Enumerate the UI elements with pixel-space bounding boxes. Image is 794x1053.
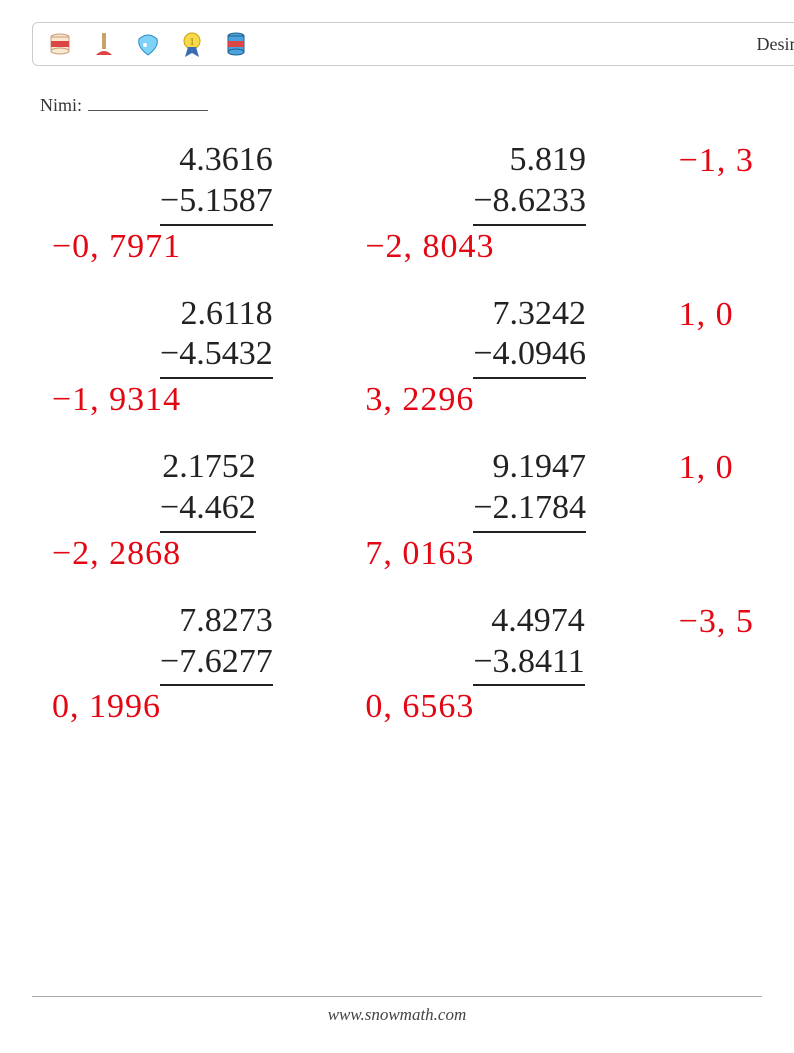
subtraction-stack: 4.36165.1587 bbox=[160, 140, 273, 226]
answer: 1, 0 bbox=[657, 296, 794, 334]
answer: 3, 2296 bbox=[343, 381, 616, 419]
problem: 5.8198.6233−2, 8043 bbox=[343, 140, 616, 266]
problem-row: 2.61184.5432−1, 9314 7.32424.09463, 2296 1… bbox=[30, 294, 794, 420]
can-icon bbox=[43, 27, 77, 61]
answer: 0, 6563 bbox=[343, 688, 616, 726]
subtrahend: 3.8411 bbox=[473, 642, 584, 687]
answer: 7, 0163 bbox=[343, 535, 616, 573]
worksheet-page: 1 Desimaalien vähennys Nimi: Päivämäärä:… bbox=[0, 0, 794, 1053]
name-label: Nimi: bbox=[40, 95, 82, 116]
answer: 0, 1996 bbox=[30, 688, 303, 726]
problem: 4.36165.1587−0, 7971 bbox=[30, 140, 303, 266]
minuend: 5.819 bbox=[473, 140, 586, 181]
problem: 7.32424.09463, 2296 bbox=[343, 294, 616, 420]
problem: 7.82737.62770, 1996 bbox=[30, 601, 303, 727]
answer: −0, 7971 bbox=[30, 228, 303, 266]
topbar: 1 Desimaalien vähennys bbox=[32, 22, 794, 66]
fishbowl-icon bbox=[131, 27, 165, 61]
problem: 1, 0 bbox=[657, 294, 794, 420]
problem: −3, 5 bbox=[657, 601, 794, 727]
problem-row: 2.17524.462−2, 2868 9.19472.17847, 0163 1,… bbox=[30, 447, 794, 573]
subtrahend: 2.1784 bbox=[473, 488, 586, 533]
problem-row: 7.82737.62770, 1996 4.49743.84110, 6563 −3… bbox=[30, 601, 794, 727]
subtraction-stack: 7.82737.6277 bbox=[160, 601, 273, 687]
subtrahend: 4.0946 bbox=[473, 334, 586, 379]
subtraction-stack: 9.19472.1784 bbox=[473, 447, 586, 533]
problem: 2.17524.462−2, 2868 bbox=[30, 447, 303, 573]
subtraction-stack: 5.8198.6233 bbox=[473, 140, 586, 226]
problem: 2.61184.5432−1, 9314 bbox=[30, 294, 303, 420]
subtrahend: 4.5432 bbox=[160, 334, 273, 379]
minuend: 9.1947 bbox=[473, 447, 586, 488]
answer: 1, 0 bbox=[657, 449, 794, 487]
subtrahend: 5.1587 bbox=[160, 181, 273, 226]
minuend: 2.1752 bbox=[160, 447, 256, 488]
tin-icon bbox=[219, 27, 253, 61]
minuend: 4.3616 bbox=[160, 140, 273, 181]
minuend: 2.6118 bbox=[160, 294, 273, 335]
worksheet-title: Desimaalien vähennys bbox=[757, 34, 794, 55]
subtraction-stack: 2.61184.5432 bbox=[160, 294, 273, 380]
footer-url: www.snowmath.com bbox=[328, 1005, 467, 1024]
minuend: 4.4974 bbox=[473, 601, 584, 642]
minuend: 7.3242 bbox=[473, 294, 586, 335]
subtraction-stack: 7.32424.0946 bbox=[473, 294, 586, 380]
name-blank-line bbox=[88, 95, 208, 111]
topbar-icons: 1 bbox=[43, 27, 253, 61]
problems-grid: 4.36165.1587−0, 79715.8198.6233−2, 8043−… bbox=[30, 140, 794, 754]
answer: −2, 8043 bbox=[343, 228, 616, 266]
problem: 9.19472.17847, 0163 bbox=[343, 447, 616, 573]
subtrahend: 4.462 bbox=[160, 488, 256, 533]
answer: −1, 9314 bbox=[30, 381, 303, 419]
footer-rule bbox=[32, 996, 762, 997]
answer: −1, 3 bbox=[657, 142, 794, 180]
plunger-icon bbox=[87, 27, 121, 61]
problem: 4.49743.84110, 6563 bbox=[343, 601, 616, 727]
name-field: Nimi: bbox=[40, 95, 208, 116]
footer: www.snowmath.com bbox=[32, 996, 762, 1025]
problem: −1, 3 bbox=[657, 140, 794, 266]
minuend: 7.8273 bbox=[160, 601, 273, 642]
ribbon-icon: 1 bbox=[175, 27, 209, 61]
answer: −2, 2868 bbox=[30, 535, 303, 573]
svg-text:1: 1 bbox=[190, 37, 195, 48]
answer: −3, 5 bbox=[657, 603, 794, 641]
problem: 1, 0 bbox=[657, 447, 794, 573]
subtrahend: 8.6233 bbox=[473, 181, 586, 226]
name-date-row: Nimi: Päivämäärä: bbox=[40, 95, 794, 116]
problem-row: 4.36165.1587−0, 79715.8198.6233−2, 8043−… bbox=[30, 140, 794, 266]
subtrahend: 7.6277 bbox=[160, 642, 273, 687]
subtraction-stack: 4.49743.8411 bbox=[473, 601, 584, 687]
subtraction-stack: 2.17524.462 bbox=[160, 447, 256, 533]
